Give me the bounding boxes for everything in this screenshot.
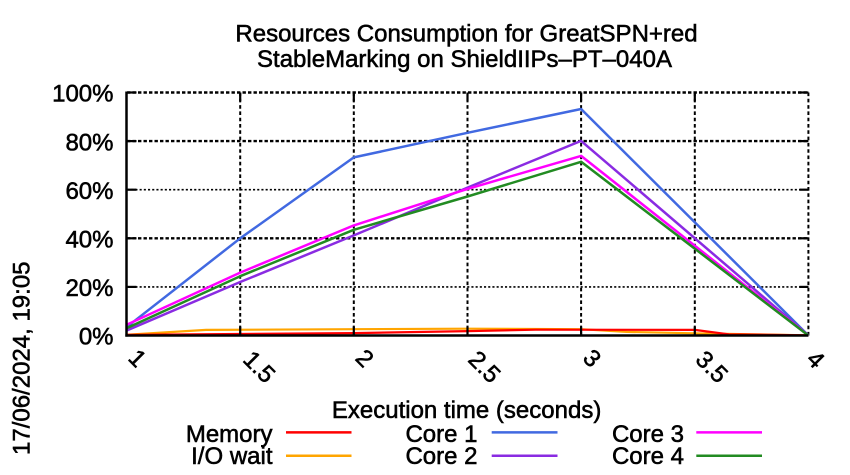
svg-text:I/O wait: I/O wait [191,443,273,470]
svg-text:Memory: Memory [186,421,273,448]
svg-text:Core 2: Core 2 [405,443,477,470]
svg-text:Core 4: Core 4 [612,443,684,470]
svg-text:60%: 60% [65,178,113,205]
svg-text:StableMarking on ShieldIIPs–PT: StableMarking on ShieldIIPs–PT–040A [257,46,672,73]
svg-text:Core 1: Core 1 [405,421,477,448]
svg-text:80%: 80% [65,129,113,156]
svg-text:Resources Consumption for Grea: Resources Consumption for GreatSPN+red [235,20,697,47]
svg-text:40%: 40% [65,227,113,254]
svg-text:100%: 100% [52,81,113,108]
svg-text:Execution time (seconds): Execution time (seconds) [332,397,601,424]
svg-text:20%: 20% [65,275,113,302]
svg-text:0%: 0% [79,324,114,351]
svg-text:Core 3: Core 3 [612,421,684,448]
svg-text:17/06/2024, 19:05: 17/06/2024, 19:05 [8,261,35,455]
